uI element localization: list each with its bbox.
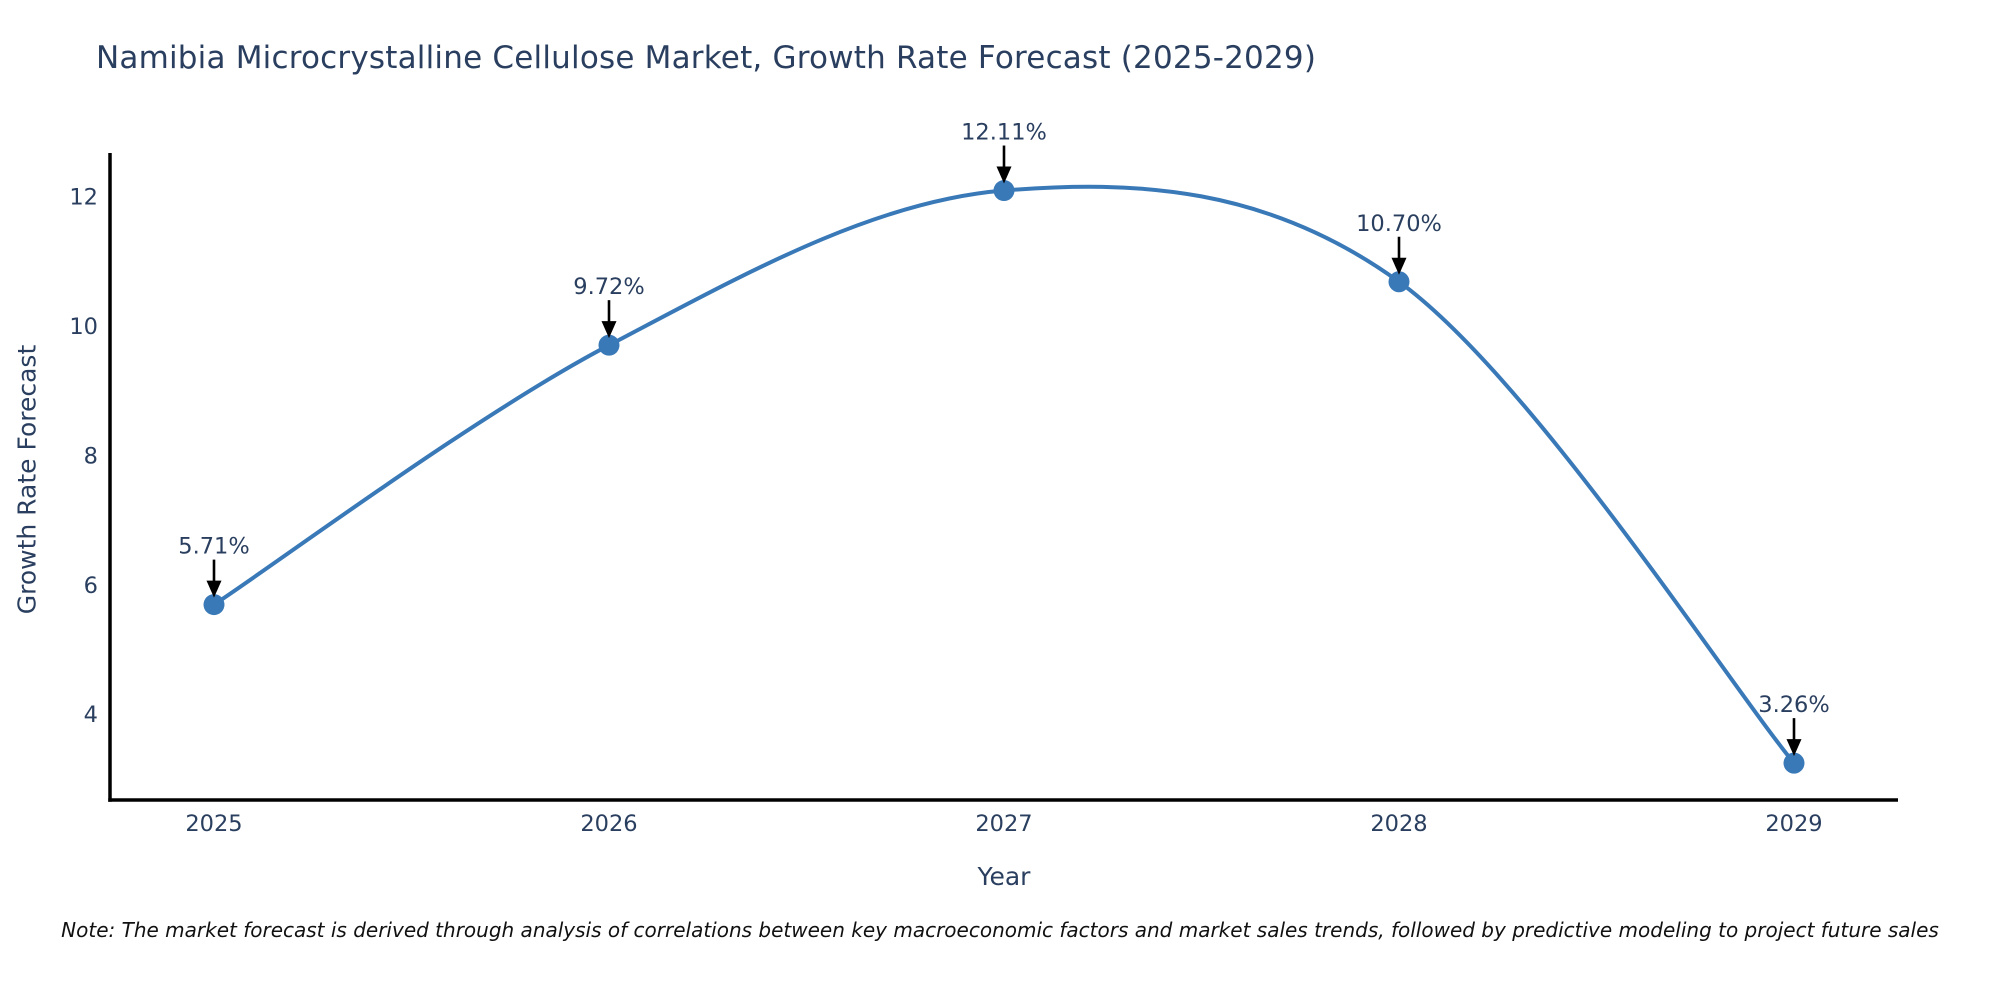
x-tick-label: 2025 xyxy=(185,811,242,837)
x-tick-label: 2027 xyxy=(975,811,1032,837)
annotation-label: 10.70% xyxy=(1356,211,1442,237)
data-point-marker xyxy=(993,180,1015,202)
annotation-label: 3.26% xyxy=(1758,692,1829,718)
data-point-marker xyxy=(203,594,225,616)
x-tick-label: 2029 xyxy=(1765,811,1822,837)
forecast-curve xyxy=(212,184,1796,766)
annotation-arrowhead xyxy=(206,580,222,598)
annotation-arrowhead xyxy=(601,321,617,339)
chart-title: Namibia Microcrystalline Cellulose Marke… xyxy=(96,40,1317,76)
annotation-label: 9.72% xyxy=(573,274,644,300)
x-axis-title: Year xyxy=(977,862,1031,891)
annotation-label: 5.71% xyxy=(178,534,249,560)
y-tick-label: 12 xyxy=(69,185,98,211)
data-point-marker xyxy=(1388,271,1410,293)
y-tick-label: 8 xyxy=(84,443,98,469)
y-tick-label: 10 xyxy=(69,314,98,340)
data-point-marker xyxy=(598,334,620,356)
x-tick-label: 2028 xyxy=(1370,811,1427,837)
annotation-arrowhead xyxy=(996,166,1012,184)
data-point-marker xyxy=(1783,752,1805,774)
annotation-arrowhead xyxy=(1786,739,1802,757)
annotation-arrowhead xyxy=(1391,257,1407,275)
annotation-label: 12.11% xyxy=(961,120,1047,146)
y-tick-label: 4 xyxy=(84,702,98,728)
footnote: Note: The market forecast is derived thr… xyxy=(61,918,1939,942)
x-tick-label: 2026 xyxy=(580,811,637,837)
y-tick-label: 6 xyxy=(84,573,98,599)
